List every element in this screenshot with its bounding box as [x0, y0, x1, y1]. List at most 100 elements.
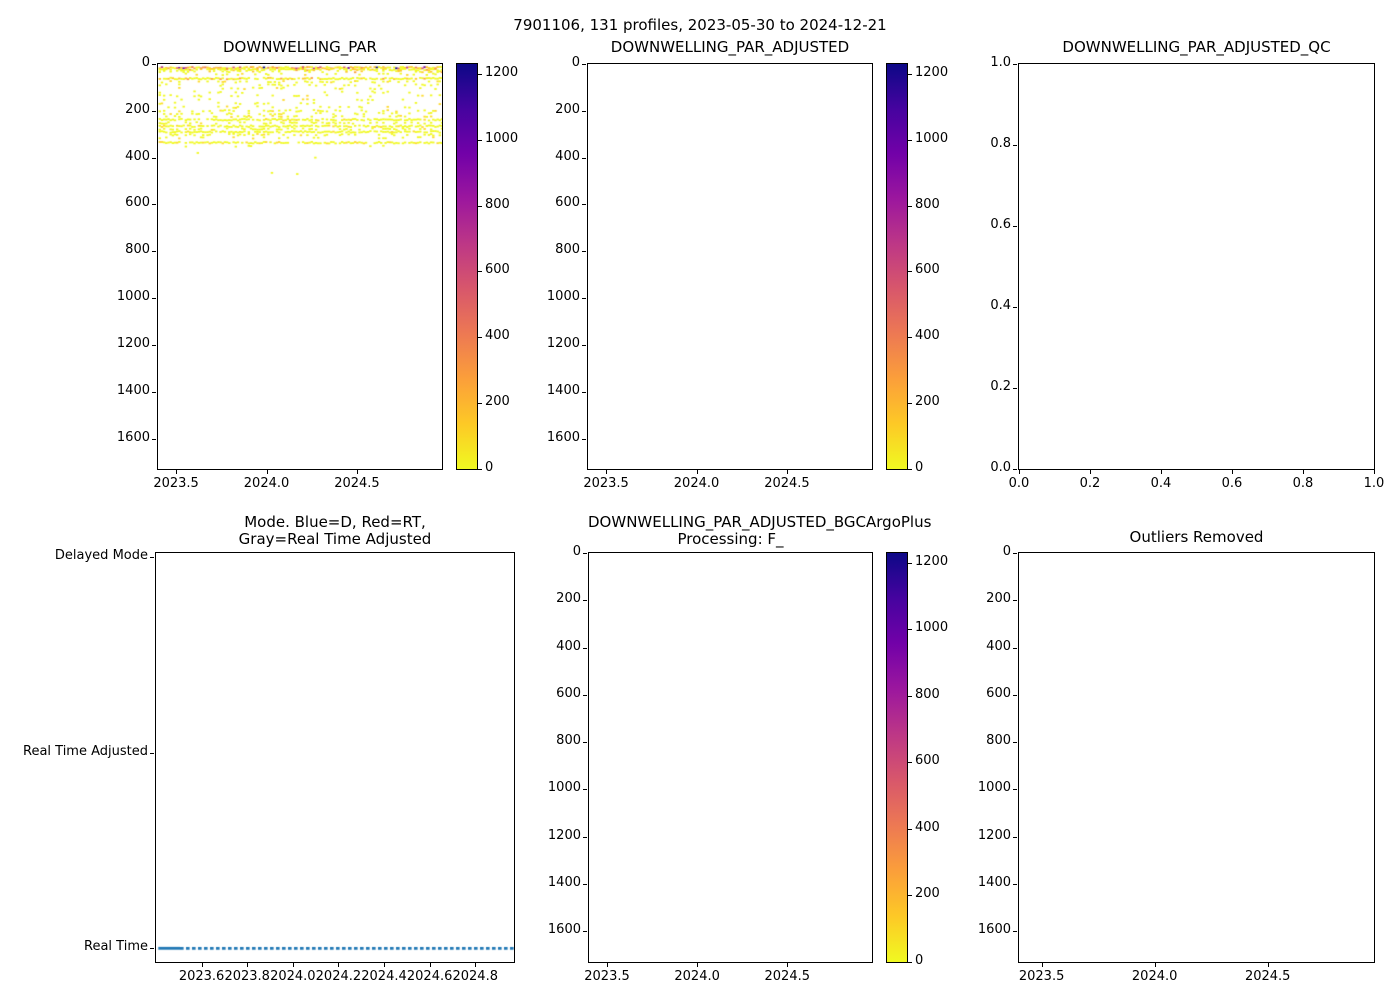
subplot-title-bgcargoplus-line2: Processing: F_: [677, 530, 784, 548]
colorbar-tick-label: 400: [915, 328, 940, 344]
y-tick-label: 0.2: [990, 379, 1011, 394]
y-tick-label: 400: [125, 148, 150, 164]
x-tick-mark: [1232, 470, 1233, 474]
colorbar-tick-mark: [908, 629, 912, 631]
y-tick-mark: [1013, 742, 1017, 744]
y-tick-mark: [583, 647, 587, 649]
y-tick-mark: [150, 948, 154, 950]
y-tick-label: 0: [571, 55, 580, 70]
colorbar-bgcargoplus: [886, 552, 908, 963]
y-tick-mark: [152, 251, 156, 253]
x-tick-mark: [786, 470, 788, 474]
x-tick-label: 2024.0: [674, 969, 720, 984]
y-tick-mark: [1013, 226, 1017, 227]
y-tick-mark: [582, 298, 586, 300]
y-tick-label: 600: [125, 195, 150, 211]
y-tick-mark: [582, 391, 586, 393]
colorbar-tick-label: 1200: [915, 553, 949, 569]
plot-downwelling-par: [157, 63, 443, 470]
y-tick-label: 200: [986, 591, 1011, 607]
plot-downwelling-par-adjusted: [587, 63, 873, 470]
y-tick-mark: [583, 742, 587, 744]
y-tick-mark: [583, 931, 587, 933]
subplot-title-mode-line2: Gray=Real Time Adjusted: [238, 530, 432, 548]
y-tick-mark: [582, 251, 586, 253]
y-tick-label: 1400: [977, 874, 1011, 890]
subplot-title-downwelling-par-adjusted-qc: DOWNWELLING_PAR_ADJUSTED_QC: [1062, 38, 1331, 56]
colorbar-downwelling-par-adjusted: [886, 63, 908, 470]
x-tick-mark: [787, 963, 789, 967]
colorbar-tick-mark: [908, 562, 912, 564]
x-tick-label: 2024.0: [270, 969, 316, 984]
x-tick-mark: [384, 963, 386, 967]
y-tick-mark: [583, 553, 587, 554]
y-tick-mark: [1013, 694, 1017, 696]
colorbar-tick-label: 800: [485, 196, 510, 212]
y-tick-label: Real Time Adjusted: [23, 743, 148, 759]
y-tick-label: 1400: [116, 382, 150, 398]
colorbar-tick-label: 800: [915, 686, 940, 702]
x-tick-mark: [1161, 470, 1162, 474]
x-tick-label: 2024.6: [406, 969, 453, 984]
y-tick-label: 1600: [546, 429, 580, 445]
x-tick-mark: [338, 963, 340, 967]
y-tick-mark: [583, 789, 587, 791]
x-tick-label: 0.2: [1079, 476, 1101, 491]
colorbar-tick-mark: [908, 962, 912, 963]
colorbar-tick-mark: [908, 695, 912, 697]
x-tick-mark: [1154, 963, 1156, 967]
y-tick-mark: [150, 556, 154, 558]
x-tick-mark: [475, 963, 477, 967]
y-tick-mark: [152, 391, 156, 393]
y-tick-mark: [582, 64, 586, 65]
colorbar-tick-label: 0: [915, 953, 924, 968]
y-tick-label: 0: [141, 55, 150, 70]
y-tick-label: Real Time: [84, 939, 148, 955]
colorbar-tick-mark: [478, 337, 482, 339]
y-tick-mark: [1013, 600, 1017, 602]
mode-series-canvas: [156, 553, 514, 962]
y-tick-mark: [1013, 836, 1017, 838]
colorbar-tick-mark: [908, 205, 912, 207]
y-tick-mark: [152, 344, 156, 346]
colorbar-tick-label: 0: [485, 460, 494, 475]
y-tick-label: 400: [986, 638, 1011, 654]
x-tick-mark: [292, 963, 294, 967]
colorbar-tick-label: 600: [485, 262, 510, 278]
y-tick-label: 1200: [546, 335, 580, 351]
y-tick-label: 800: [555, 242, 580, 258]
x-tick-mark: [1090, 470, 1091, 474]
colorbar-tick-mark: [478, 469, 482, 470]
colorbar-tick-mark: [908, 337, 912, 339]
x-tick-label: 2023.6: [178, 969, 225, 984]
x-tick-label: 2023.8: [224, 969, 270, 984]
y-tick-label: 400: [555, 148, 580, 164]
y-tick-mark: [1013, 307, 1017, 308]
y-tick-mark: [150, 752, 154, 754]
y-tick-label: 1400: [546, 382, 580, 398]
y-tick-label: 200: [555, 101, 580, 117]
y-tick-mark: [583, 836, 587, 838]
colorbar-tick-label: 200: [915, 394, 940, 410]
colorbar-tick-mark: [908, 271, 912, 273]
y-tick-label: 0.8: [990, 136, 1011, 151]
x-tick-label: 2024.0: [243, 476, 290, 491]
x-tick-mark: [1267, 963, 1269, 967]
y-tick-mark: [152, 438, 156, 440]
plot-mode: [155, 552, 515, 963]
x-tick-label: 2023.5: [583, 476, 629, 491]
colorbar-tick-mark: [908, 469, 912, 470]
colorbar-tick-mark: [908, 73, 912, 75]
y-tick-mark: [152, 298, 156, 300]
x-tick-label: 2024.5: [764, 476, 810, 491]
colorbar-tick-label: 1000: [915, 620, 949, 636]
plot-downwelling-par-adjusted-qc: [1018, 63, 1375, 470]
y-tick-mark: [1013, 931, 1017, 933]
colorbar-tick-mark: [478, 73, 482, 75]
x-tick-label: 2024.5: [1244, 969, 1291, 984]
x-tick-mark: [606, 470, 608, 474]
y-tick-label: 400: [556, 638, 581, 654]
colorbar-tick-label: 1000: [915, 130, 949, 146]
x-tick-label: 2024.4: [361, 969, 407, 984]
subplot-title-downwelling-par-adjusted: DOWNWELLING_PAR_ADJUSTED: [610, 38, 850, 56]
